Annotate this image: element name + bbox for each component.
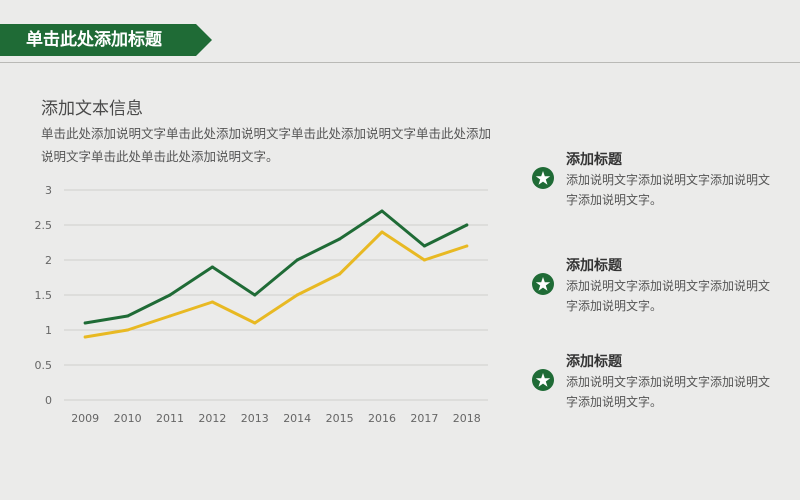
- data-point: [380, 209, 384, 213]
- chart-x-axis: 2009 2010 2011 2012 2013 2014 2015 2016 2017 2018: [71, 412, 481, 425]
- y-tick-label: 1: [45, 324, 52, 337]
- data-point: [465, 244, 469, 248]
- feature-description[interactable]: 添加说明文字添加说明文字添加说明文字添加说明文字。: [566, 279, 771, 313]
- data-point: [380, 230, 384, 234]
- star-icon: [532, 273, 554, 295]
- data-point: [168, 293, 172, 297]
- data-point: [465, 223, 469, 227]
- data-point: [295, 293, 299, 297]
- x-tick-label: 2009: [71, 412, 99, 425]
- y-tick-label: 0: [45, 394, 52, 407]
- y-tick-label: 3: [45, 184, 52, 197]
- title-banner: 单击此处添加标题: [0, 24, 212, 56]
- feature-item-2: 添加标题 添加说明文字添加说明文字添加说明文字添加说明文字。: [532, 256, 772, 320]
- data-point: [422, 244, 426, 248]
- chart-y-axis: 0 0.5 1 1.5 2 2.5 3: [35, 184, 53, 407]
- data-point: [126, 314, 130, 318]
- y-tick-label: 0.5: [35, 359, 53, 372]
- series-line-2: [83, 230, 469, 339]
- data-point: [168, 314, 172, 318]
- data-point: [210, 265, 214, 269]
- page-title[interactable]: 单击此处添加标题: [26, 30, 162, 50]
- y-tick-label: 2: [45, 254, 52, 267]
- x-tick-label: 2015: [326, 412, 354, 425]
- x-tick-label: 2014: [283, 412, 311, 425]
- chart-series: [83, 209, 469, 339]
- section-body-text[interactable]: 单击此处添加说明文字单击此处添加说明文字单击此处添加说明文字单击此处添加说明文字…: [41, 126, 492, 164]
- section-heading[interactable]: 添加文本信息: [41, 99, 143, 119]
- feature-description[interactable]: 添加说明文字添加说明文字添加说明文字添加说明文字。: [566, 173, 771, 207]
- data-point: [253, 293, 257, 297]
- x-tick-label: 2013: [241, 412, 269, 425]
- data-point: [295, 258, 299, 262]
- feature-description[interactable]: 添加说明文字添加说明文字添加说明文字添加说明文字。: [566, 375, 771, 409]
- header-divider: [0, 62, 800, 63]
- x-tick-label: 2016: [368, 412, 396, 425]
- feature-title[interactable]: 添加标题: [566, 258, 622, 274]
- y-tick-label: 1.5: [35, 289, 53, 302]
- feature-item-3: 添加标题 添加说明文字添加说明文字添加说明文字添加说明文字。: [532, 352, 772, 416]
- x-tick-label: 2017: [410, 412, 438, 425]
- star-icon: [532, 167, 554, 189]
- data-point: [338, 272, 342, 276]
- data-point: [83, 335, 87, 339]
- series-line-1: [83, 209, 469, 325]
- data-point: [422, 258, 426, 262]
- x-tick-label: 2010: [114, 412, 142, 425]
- x-tick-label: 2011: [156, 412, 184, 425]
- data-point: [253, 321, 257, 325]
- x-tick-label: 2012: [198, 412, 226, 425]
- star-icon: [532, 369, 554, 391]
- feature-title[interactable]: 添加标题: [566, 152, 622, 168]
- data-point: [338, 237, 342, 241]
- feature-title[interactable]: 添加标题: [566, 354, 622, 370]
- y-tick-label: 2.5: [35, 219, 53, 232]
- chart-gridlines: [64, 189, 488, 401]
- data-point: [210, 300, 214, 304]
- data-point: [83, 321, 87, 325]
- x-tick-label: 2018: [453, 412, 481, 425]
- feature-item-1: 添加标题 添加说明文字添加说明文字添加说明文字添加说明文字。: [532, 150, 772, 214]
- data-point: [126, 328, 130, 332]
